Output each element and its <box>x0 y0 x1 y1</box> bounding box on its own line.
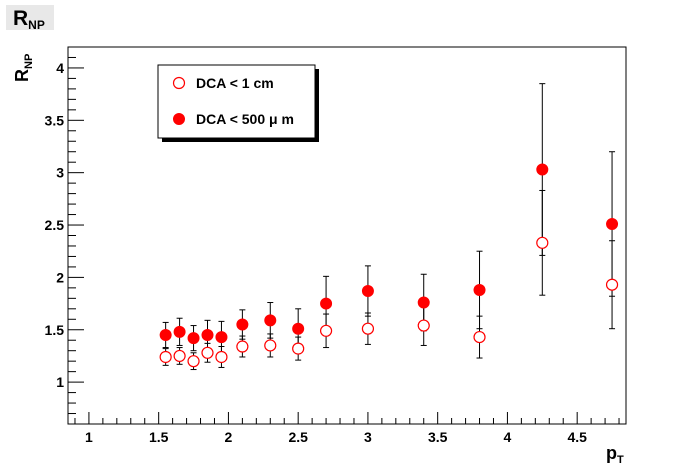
data-point-open <box>473 330 486 344</box>
x-axis-label: pT <box>606 443 624 466</box>
x-tick-label: 3 <box>364 429 372 445</box>
chart-title: RNP <box>13 7 45 32</box>
legend: DCA < 1 cm DCA < 500 μ m <box>157 64 319 142</box>
y-axis-label: RNP <box>12 54 35 82</box>
data-point-open <box>605 278 619 291</box>
y-tick-label: 2.5 <box>45 217 65 233</box>
data-point-filled <box>473 283 486 296</box>
x-tick-label: 4 <box>504 429 512 445</box>
data-point-open <box>215 350 228 364</box>
data-point-open <box>173 349 186 363</box>
legend-marker-open-circle <box>172 76 186 90</box>
y-tick-label: 3 <box>56 165 64 181</box>
chart-title-sub: NP <box>28 18 45 32</box>
data-point-open <box>201 346 214 359</box>
data-point-filled <box>417 296 430 309</box>
data-point-filled <box>320 297 333 310</box>
data-point-filled <box>536 163 549 176</box>
y-axis-label-main: R <box>12 69 32 82</box>
x-tick-label: 4.5 <box>567 429 587 445</box>
data-point-open <box>361 322 375 335</box>
x-tick-label: 3.5 <box>428 429 448 445</box>
data-point-filled <box>159 328 172 341</box>
x-tick-label: 1.5 <box>149 429 169 445</box>
chart-title-main: R <box>13 7 28 30</box>
data-point-filled <box>187 332 200 345</box>
data-point-open <box>417 319 430 332</box>
data-point-filled <box>173 325 186 338</box>
data-point-filled <box>292 322 305 335</box>
y-tick-label: 4 <box>56 60 64 76</box>
data-point-filled <box>201 328 214 341</box>
data-point-filled <box>236 318 249 331</box>
y-tick-label: 3.5 <box>45 112 65 128</box>
y-tick-label: 1.5 <box>45 322 65 338</box>
data-point-filled <box>264 314 277 327</box>
data-point-open <box>264 339 277 352</box>
data-point-open <box>292 342 305 355</box>
data-point-open <box>319 324 333 337</box>
data-point-open <box>536 236 549 249</box>
x-axis-label-main: p <box>606 443 617 463</box>
legend-label-dca-500um: DCA < 500 μ m <box>196 111 294 127</box>
data-point-filled <box>606 217 619 230</box>
legend-box <box>157 64 316 139</box>
data-point-filled <box>215 331 228 344</box>
legend-marker-filled-circle <box>173 113 185 125</box>
y-axis-label-sub: NP <box>23 54 35 69</box>
data-point-open <box>159 350 172 364</box>
x-tick-label: 1 <box>85 429 93 445</box>
legend-label-dca-1cm: DCA < 1 cm <box>196 75 274 91</box>
data-point-open <box>187 355 200 368</box>
x-axis-label-sub: T <box>617 454 624 466</box>
data-point-filled <box>361 285 374 298</box>
title-box <box>6 5 54 30</box>
x-tick-label: 2 <box>225 429 233 445</box>
y-tick-label: 1 <box>56 374 64 390</box>
x-tick-label: 2.5 <box>288 429 308 445</box>
y-tick-label: 2 <box>56 269 64 285</box>
data-point-open <box>236 340 249 353</box>
